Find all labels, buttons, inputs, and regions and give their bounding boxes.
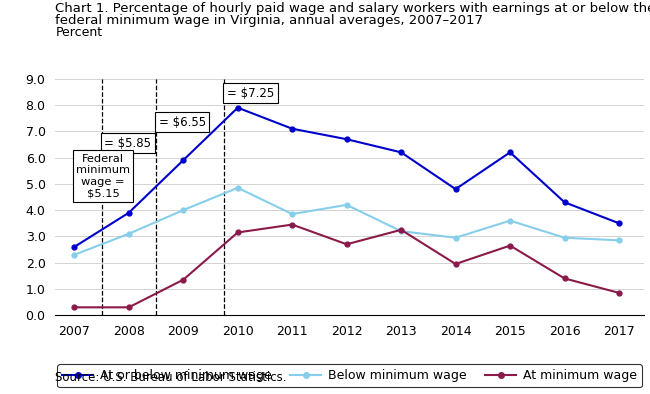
Text: = $6.55: = $6.55 <box>159 116 206 128</box>
Text: Federal
minimum
wage =
$5.15: Federal minimum wage = $5.15 <box>76 154 130 199</box>
Legend: At or below minimum wage, Below minimum wage, At minimum wage: At or below minimum wage, Below minimum … <box>57 364 642 387</box>
Text: federal minimum wage in Virginia, annual averages, 2007–2017: federal minimum wage in Virginia, annual… <box>55 14 483 27</box>
Text: Percent: Percent <box>55 26 103 39</box>
Text: Chart 1. Percentage of hourly paid wage and salary workers with earnings at or b: Chart 1. Percentage of hourly paid wage … <box>55 2 650 15</box>
Text: = $5.85: = $5.85 <box>104 137 151 150</box>
Text: = $7.25: = $7.25 <box>227 87 274 100</box>
Text: Source: U.S. Bureau of Labor Statistics.: Source: U.S. Bureau of Labor Statistics. <box>55 371 287 384</box>
